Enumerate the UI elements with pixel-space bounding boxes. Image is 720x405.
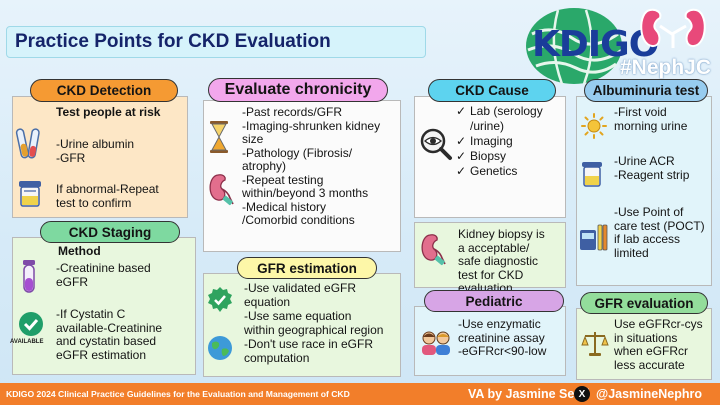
kidney-icon bbox=[209, 174, 234, 206]
available-text: AVAILABLE bbox=[10, 339, 44, 345]
ckd-detection-followup: If abnormal-Repeat test to confirm bbox=[56, 182, 159, 210]
check-icon: ✓ bbox=[455, 149, 467, 163]
hourglass-icon bbox=[210, 121, 228, 153]
footer-guideline: KDIGO 2024 Clinical Practice Guidelines … bbox=[6, 389, 350, 399]
gfr-estimation-item-2: -Use same equation within geographical r… bbox=[244, 309, 384, 337]
ckd-cause-label: CKD Cause bbox=[428, 79, 556, 102]
ckd-staging-method-1: -Creatinine based eGFR bbox=[56, 261, 151, 289]
gfr-evaluation-panel bbox=[576, 308, 712, 380]
gfr-estimation-item-1: -Use validated eGFR equation bbox=[244, 281, 357, 309]
ckd-staging-panel bbox=[12, 237, 196, 375]
check-icon: ✓ bbox=[455, 134, 467, 148]
test-tubes-icon bbox=[15, 128, 40, 159]
evaluate-chronicity-label: Evaluate chronicity bbox=[208, 78, 388, 102]
footer-bar: KDIGO 2024 Clinical Practice Guidelines … bbox=[0, 383, 720, 405]
ckd-staging-label: CKD Staging bbox=[40, 221, 180, 243]
ckd-cause-panel bbox=[414, 96, 566, 218]
sun-icon bbox=[581, 113, 607, 139]
available-check-icon bbox=[19, 312, 43, 336]
urine-cup-icon bbox=[582, 162, 602, 187]
evaluate-chronicity-panel bbox=[203, 100, 401, 252]
eye-magnifier-icon bbox=[420, 128, 452, 160]
ckd-detection-label: CKD Detection bbox=[30, 79, 178, 102]
brand-logo: KDIGO bbox=[532, 24, 659, 65]
validated-badge-icon bbox=[208, 287, 232, 312]
check-icon: ✓ bbox=[455, 104, 467, 118]
globe-icon bbox=[526, 8, 623, 85]
kidney-biopsy-icon bbox=[421, 234, 446, 266]
ckd-staging-heading: Method bbox=[58, 244, 101, 258]
footer-handle[interactable]: @JasmineNephro bbox=[596, 387, 702, 401]
urine-container-icon bbox=[19, 181, 41, 207]
evaluate-chronicity-items: -Past records/GFR -Imaging-shrunken kidn… bbox=[242, 105, 381, 227]
albuminuria-item-3: -Use Point of care test (POCT) if lab ac… bbox=[614, 205, 705, 260]
hashtag: #NephJC bbox=[620, 56, 712, 79]
children-icon bbox=[422, 331, 450, 355]
gfr-estimation-label: GFR estimation bbox=[237, 257, 377, 279]
gfr-estimation-item-3: -Don't use race in eGFR computation bbox=[244, 337, 374, 365]
pediatric-items: -Use enzymatic creatinine assay -eGFRcr<… bbox=[458, 317, 547, 358]
x-logo-icon: X bbox=[574, 386, 590, 402]
gfr-evaluation-label: GFR evaluation bbox=[580, 292, 708, 314]
albuminuria-item-2: -Urine ACR -Reagent strip bbox=[614, 154, 690, 182]
ckd-cause-item: ✓ Lab (serology /urine) bbox=[452, 104, 562, 134]
globe-region-icon bbox=[208, 336, 232, 360]
balance-scale-icon bbox=[581, 332, 609, 356]
ckd-detection-tests: -Urine albumin -GFR bbox=[56, 137, 135, 165]
ckd-detection-heading: Test people at risk bbox=[56, 105, 161, 119]
ckd-cause-item: ✓ Biopsy bbox=[452, 149, 562, 164]
check-icon: ✓ bbox=[455, 164, 467, 178]
footer-author: VA by Jasmine Sethi bbox=[468, 387, 590, 401]
blood-vial-icon bbox=[23, 260, 35, 293]
pediatric-label: Pediatric bbox=[424, 290, 564, 312]
poct-device-icon bbox=[580, 224, 608, 251]
albuminuria-item-1: -First void morning urine bbox=[614, 105, 688, 133]
albuminuria-test-label: Albuminuria test bbox=[584, 79, 708, 102]
ckd-cause-item: ✓ Genetics bbox=[452, 164, 562, 179]
biopsy-panel bbox=[414, 222, 566, 288]
kidney-logo-icon bbox=[640, 8, 706, 48]
page-title: Practice Points for CKD Evaluation bbox=[6, 26, 426, 58]
ckd-cause-item: ✓ Imaging bbox=[452, 134, 562, 149]
ckd-staging-method-2: -If Cystatin C available-Creatinine and … bbox=[56, 307, 163, 362]
gfr-evaluation-text: Use eGFRcr-cys in situations when eGFRcr… bbox=[614, 317, 703, 372]
biopsy-note: Kidney biopsy is a acceptable/ safe diag… bbox=[458, 227, 545, 295]
ckd-cause-list: ✓ Lab (serology /urine) ✓ Imaging ✓ Biopsy … bbox=[452, 104, 562, 179]
